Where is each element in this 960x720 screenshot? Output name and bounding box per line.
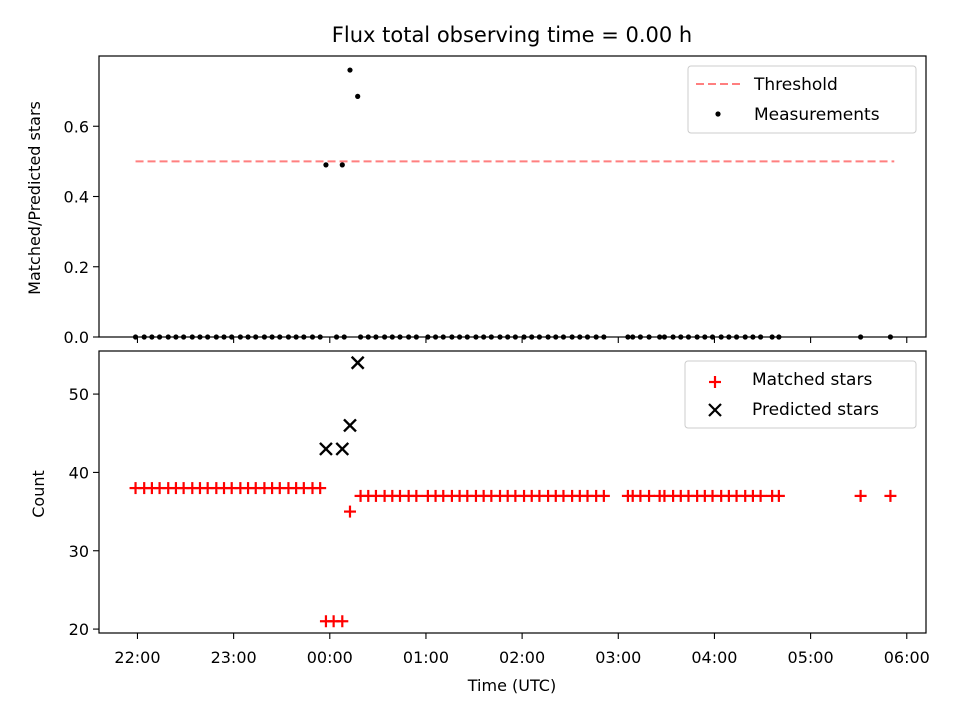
matched-stars-point bbox=[343, 505, 356, 518]
x-tick-label: 04:00 bbox=[691, 648, 737, 667]
top-y-label: Matched/Predicted stars bbox=[25, 101, 44, 295]
x-tick-label: 02:00 bbox=[499, 648, 545, 667]
legend-predicted-swatch bbox=[708, 403, 722, 417]
bottom-y-tick-label: 30 bbox=[69, 542, 89, 561]
top-plot-frame bbox=[98, 55, 927, 338]
x-axis-label: Time (UTC) bbox=[467, 676, 556, 695]
measurement-point bbox=[339, 162, 345, 168]
top-y-tick-label: 0.6 bbox=[64, 117, 89, 136]
legend-measurements-label: Measurements bbox=[754, 105, 880, 125]
legend-matched-swatch bbox=[709, 376, 721, 388]
x-tick-label: 00:00 bbox=[307, 648, 353, 667]
top-y-tick-label: 0.2 bbox=[64, 258, 89, 277]
legend-threshold-label: Threshold bbox=[753, 75, 838, 95]
measurement-point bbox=[355, 93, 361, 99]
predicted-stars-point bbox=[335, 442, 350, 456]
x-tick-label: 03:00 bbox=[595, 648, 641, 667]
legend-measurements-swatch bbox=[715, 111, 721, 117]
predicted-stars-point bbox=[343, 418, 357, 433]
top-legend: Threshold Measurements bbox=[687, 65, 917, 134]
x-tick-label: 01:00 bbox=[403, 648, 449, 667]
matched-stars-point bbox=[336, 615, 349, 628]
bottom-legend: Matched stars Predicted stars bbox=[684, 360, 917, 429]
top-panel: Matched/Predicted stars 0.0 0.2 0.4 0.6 Thr… bbox=[25, 55, 927, 347]
x-tick-label: 23:00 bbox=[211, 648, 257, 667]
predicted-stars-point bbox=[319, 442, 333, 456]
bottom-plot-frame bbox=[98, 350, 927, 634]
bottom-y-label: Count bbox=[29, 470, 48, 518]
matched-stars-point bbox=[854, 489, 867, 502]
matched-stars-point bbox=[772, 489, 785, 502]
matched-stars-point bbox=[314, 482, 327, 495]
chart-title: Flux total observing time = 0.00 h bbox=[332, 23, 692, 47]
top-y-tick-label: 0.4 bbox=[64, 188, 89, 207]
bottom-y-tick-label: 40 bbox=[69, 463, 89, 482]
legend-matched-label: Matched stars bbox=[752, 370, 872, 390]
measurement-point bbox=[323, 162, 329, 168]
bottom-panel: Count 20 30 40 50 Matched stars Predicted s… bbox=[29, 350, 927, 639]
matched-stars-point bbox=[643, 489, 656, 502]
matched-stars-point bbox=[754, 489, 767, 502]
matched-stars-point bbox=[410, 489, 423, 502]
x-tick-label: 22:00 bbox=[114, 648, 160, 667]
measurement-point bbox=[347, 67, 353, 73]
legend-predicted-label: Predicted stars bbox=[752, 400, 879, 420]
matched-stars-point bbox=[597, 489, 610, 502]
matched-stars-point bbox=[884, 489, 897, 502]
bottom-y-tick-label: 50 bbox=[69, 385, 89, 404]
predicted-stars-point bbox=[350, 355, 365, 370]
top-y-tick-label: 0.0 bbox=[64, 328, 89, 347]
bottom-y-tick-label: 20 bbox=[69, 620, 89, 639]
x-tick-label: 06:00 bbox=[884, 648, 930, 667]
x-tick-label: 05:00 bbox=[788, 648, 834, 667]
